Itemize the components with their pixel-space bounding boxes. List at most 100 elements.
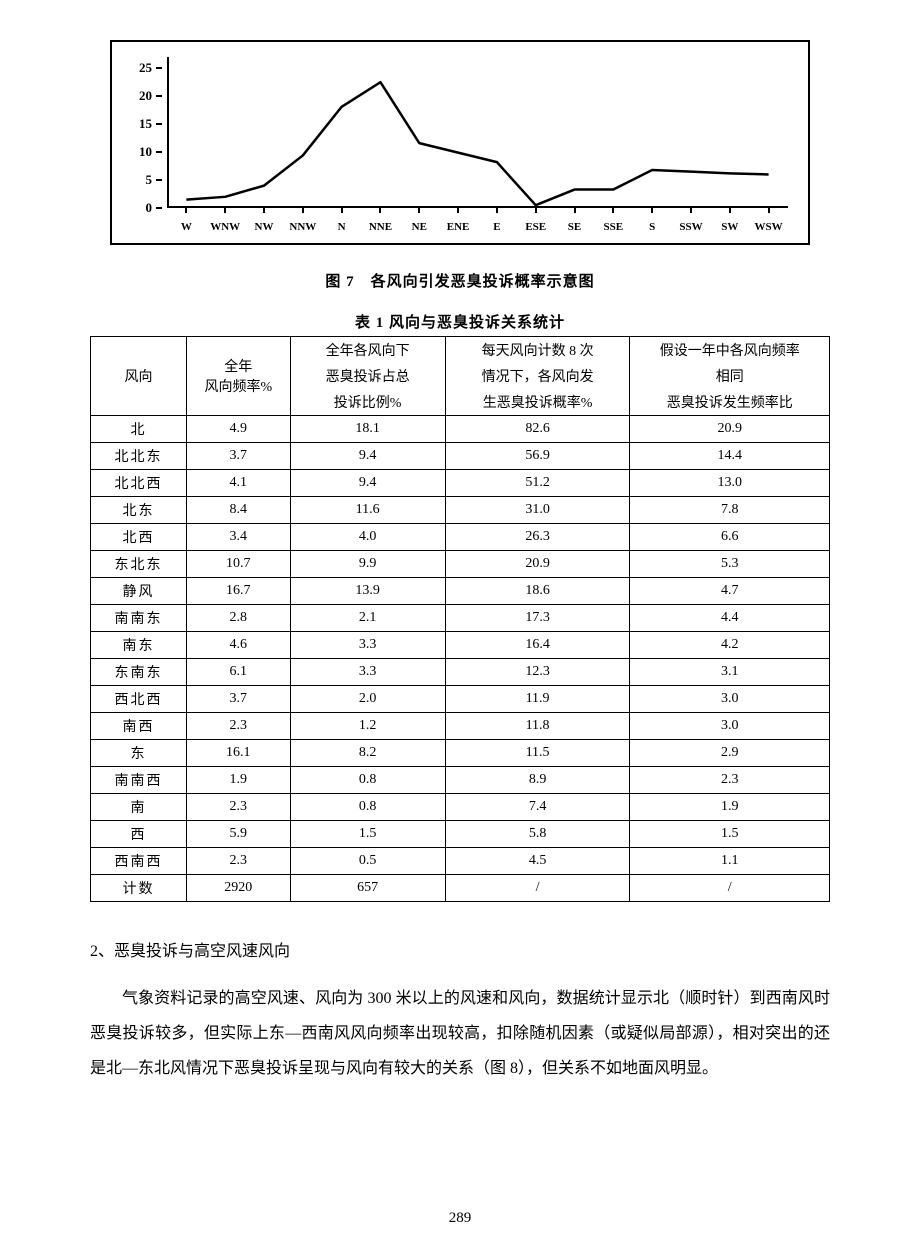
table-row: 西北西3.72.011.93.0	[91, 686, 830, 713]
table-cell: 10.7	[187, 551, 290, 578]
x-tick-label: N	[338, 221, 346, 233]
table-cell: 西南西	[91, 848, 187, 875]
x-tick-label: W	[181, 221, 192, 233]
table-row: 东北东10.79.920.95.3	[91, 551, 830, 578]
table-cell: 2.0	[290, 686, 445, 713]
x-tick-mark	[263, 208, 265, 213]
y-axis-ticks: 0510152025	[112, 57, 162, 208]
table-cell: 2.8	[187, 605, 290, 632]
table-cell: 82.6	[445, 416, 630, 443]
table-cell: 8.2	[290, 740, 445, 767]
table-cell: 11.6	[290, 497, 445, 524]
table-row: 东16.18.211.52.9	[91, 740, 830, 767]
x-tick-mark	[379, 208, 381, 213]
table-row: 北北东3.79.456.914.4	[91, 443, 830, 470]
table-cell: 18.6	[445, 578, 630, 605]
x-tick-mark	[185, 208, 187, 213]
x-tick-label: NNE	[369, 221, 392, 233]
x-tick-mark	[535, 208, 537, 213]
table-row: 南南东2.82.117.34.4	[91, 605, 830, 632]
y-tick-label: 25	[139, 60, 152, 76]
x-tick-label: SW	[721, 221, 738, 233]
table-cell: 3.0	[630, 686, 830, 713]
table-cell: 2.3	[630, 767, 830, 794]
table-cell: 0.8	[290, 794, 445, 821]
line-chart: 0510152025 WWNWNWNNWNNNENEENEEESESESSESS…	[110, 40, 810, 245]
table-cell: 11.9	[445, 686, 630, 713]
table-cell: 4.9	[187, 416, 290, 443]
table-cell: 7.8	[630, 497, 830, 524]
table-cell: 11.5	[445, 740, 630, 767]
x-tick-mark	[302, 208, 304, 213]
table-cell: 4.4	[630, 605, 830, 632]
x-tick-mark	[418, 208, 420, 213]
table-cell: 4.0	[290, 524, 445, 551]
table-cell: 6.1	[187, 659, 290, 686]
y-tick-mark	[156, 95, 162, 97]
table-cell: 南南东	[91, 605, 187, 632]
table-cell: 1.2	[290, 713, 445, 740]
table-cell: 18.1	[290, 416, 445, 443]
table-cell: 657	[290, 875, 445, 902]
x-tick-label: WNW	[210, 221, 240, 233]
table-cell: 16.4	[445, 632, 630, 659]
table-cell: 20.9	[445, 551, 630, 578]
body-paragraph: 气象资料记录的高空风速、风向为 300 米以上的风速和风向，数据统计显示北（顺时…	[90, 981, 830, 1087]
table-cell: 4.2	[630, 632, 830, 659]
table-cell: 16.7	[187, 578, 290, 605]
x-tick-mark	[729, 208, 731, 213]
x-tick-mark	[768, 208, 770, 213]
y-tick-mark	[156, 67, 162, 69]
x-tick-label: S	[649, 221, 655, 233]
table-header: 情况下，各风向发	[445, 363, 630, 389]
x-tick-mark	[341, 208, 343, 213]
table-header: 全年各风向下	[290, 337, 445, 364]
table-cell: 2.3	[187, 848, 290, 875]
table-cell: 3.3	[290, 632, 445, 659]
table-cell: 东北东	[91, 551, 187, 578]
y-tick-mark	[156, 179, 162, 181]
table-cell: 东南东	[91, 659, 187, 686]
x-tick-label: WSW	[755, 221, 783, 233]
x-tick-mark	[574, 208, 576, 213]
table-cell: 4.1	[187, 470, 290, 497]
table-cell: 南南西	[91, 767, 187, 794]
table-header: 假设一年中各风向频率	[630, 337, 830, 364]
table-cell: 5.9	[187, 821, 290, 848]
table-cell: 31.0	[445, 497, 630, 524]
table-cell: 16.1	[187, 740, 290, 767]
table-cell: 3.4	[187, 524, 290, 551]
table-row: 西5.91.55.81.5	[91, 821, 830, 848]
chart-plot-area	[167, 57, 788, 208]
section-heading: 2、恶臭投诉与高空风速风向	[90, 937, 830, 961]
table-cell: 1.9	[187, 767, 290, 794]
table-row: 南东4.63.316.44.2	[91, 632, 830, 659]
table-cell: 9.4	[290, 443, 445, 470]
y-tick-label: 10	[139, 144, 152, 160]
table-caption: 表 1 风向与恶臭投诉关系统计	[90, 311, 830, 332]
table-row: 北4.918.182.620.9	[91, 416, 830, 443]
table-row: 东南东6.13.312.33.1	[91, 659, 830, 686]
table-cell: 东	[91, 740, 187, 767]
table-row: 静风16.713.918.64.7	[91, 578, 830, 605]
table-cell: 6.6	[630, 524, 830, 551]
table-cell: 7.4	[445, 794, 630, 821]
figure-caption: 图 7 各风向引发恶臭投诉概率示意图	[90, 270, 830, 291]
table-cell: 西北西	[91, 686, 187, 713]
x-tick-mark	[457, 208, 459, 213]
table-cell: 26.3	[445, 524, 630, 551]
data-table: 风向全年风向频率%全年各风向下每天风向计数 8 次假设一年中各风向频率恶臭投诉占…	[90, 336, 830, 902]
table-cell: 2.3	[187, 794, 290, 821]
series-line	[186, 82, 768, 205]
x-tick-label: NW	[255, 221, 274, 233]
table-row: 北北西4.19.451.213.0	[91, 470, 830, 497]
table-cell: 5.3	[630, 551, 830, 578]
y-tick-label: 0	[146, 200, 153, 216]
page-number: 289	[0, 1210, 920, 1227]
x-tick-label: NE	[412, 221, 427, 233]
x-tick-mark	[224, 208, 226, 213]
table-cell: 1.9	[630, 794, 830, 821]
table-row: 南2.30.87.41.9	[91, 794, 830, 821]
table-cell: 13.0	[630, 470, 830, 497]
table-cell: /	[630, 875, 830, 902]
